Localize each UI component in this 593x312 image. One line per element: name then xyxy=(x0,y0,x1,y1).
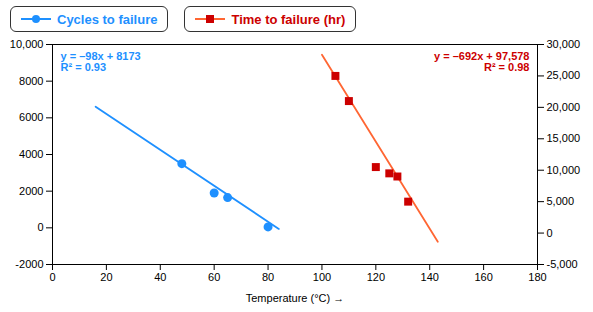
svg-text:10,000: 10,000 xyxy=(10,38,44,50)
svg-text:180: 180 xyxy=(528,271,546,283)
svg-text:0: 0 xyxy=(37,221,43,233)
svg-text:10,000: 10,000 xyxy=(547,164,581,176)
svg-text:2000: 2000 xyxy=(19,185,43,197)
svg-text:60: 60 xyxy=(208,271,220,283)
svg-text:40: 40 xyxy=(154,271,166,283)
svg-text:6000: 6000 xyxy=(19,111,43,123)
svg-text:80: 80 xyxy=(262,271,274,283)
svg-text:y = –98x + 8173R² = 0.93: y = –98x + 8173R² = 0.93 xyxy=(61,50,141,73)
svg-text:100: 100 xyxy=(313,271,331,283)
html-text:Time to failure (hr): Time to failure (hr) xyxy=(231,11,346,27)
svg-text:-2000: -2000 xyxy=(15,258,43,270)
svg-text:20: 20 xyxy=(100,271,112,283)
svg-text:0: 0 xyxy=(547,227,553,239)
html-text:Cycles to failure: Cycles to failure xyxy=(57,11,158,27)
svg-text:4000: 4000 xyxy=(19,148,43,160)
svg-text:-5,000: -5,000 xyxy=(547,258,578,270)
svg-text:0: 0 xyxy=(49,271,55,283)
svg-text:120: 120 xyxy=(367,271,385,283)
svg-text:25,000: 25,000 xyxy=(547,69,581,81)
svg-text:y = –692x + 97,578R² = 0.98: y = –692x + 97,578R² = 0.98 xyxy=(434,50,529,73)
svg-text:Temperature (°C) →: Temperature (°C) → xyxy=(246,292,345,304)
svg-text:15,000: 15,000 xyxy=(547,132,581,144)
svg-text:8000: 8000 xyxy=(19,75,43,87)
svg-text:20,000: 20,000 xyxy=(547,101,581,113)
svg-text:140: 140 xyxy=(421,271,439,283)
svg-text:5,000: 5,000 xyxy=(547,195,575,207)
svg-text:30,000: 30,000 xyxy=(547,38,581,50)
svg-text:160: 160 xyxy=(474,271,492,283)
